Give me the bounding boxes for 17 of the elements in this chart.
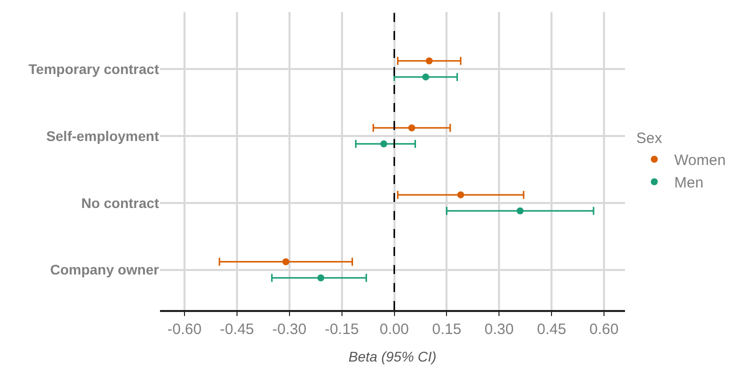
legend-label: Women	[674, 152, 726, 170]
y-tick-label: Self-employment	[46, 128, 160, 144]
x-tick-label: 0.15	[432, 320, 462, 338]
x-tick-label: 0.30	[484, 320, 514, 338]
y-tick-label: Temporary contract	[28, 60, 160, 77]
x-tick-label: 0.60	[589, 320, 619, 338]
x-axis-title: Beta (95% CI)	[348, 348, 436, 365]
x-tick-label: -0.45	[220, 320, 254, 338]
y-tick-label: Company owner	[50, 262, 160, 278]
x-tick-label: -0.30	[272, 320, 306, 338]
y-tick-label: No contract	[81, 194, 160, 211]
legend-label: Men	[674, 174, 704, 192]
x-tick-label: -0.60	[167, 320, 202, 338]
x-tick-label: 0.00	[380, 320, 409, 338]
legend-title: Sex	[636, 130, 663, 147]
x-tick-label: 0.45	[536, 320, 566, 338]
x-tick-label: -0.15	[324, 320, 359, 338]
